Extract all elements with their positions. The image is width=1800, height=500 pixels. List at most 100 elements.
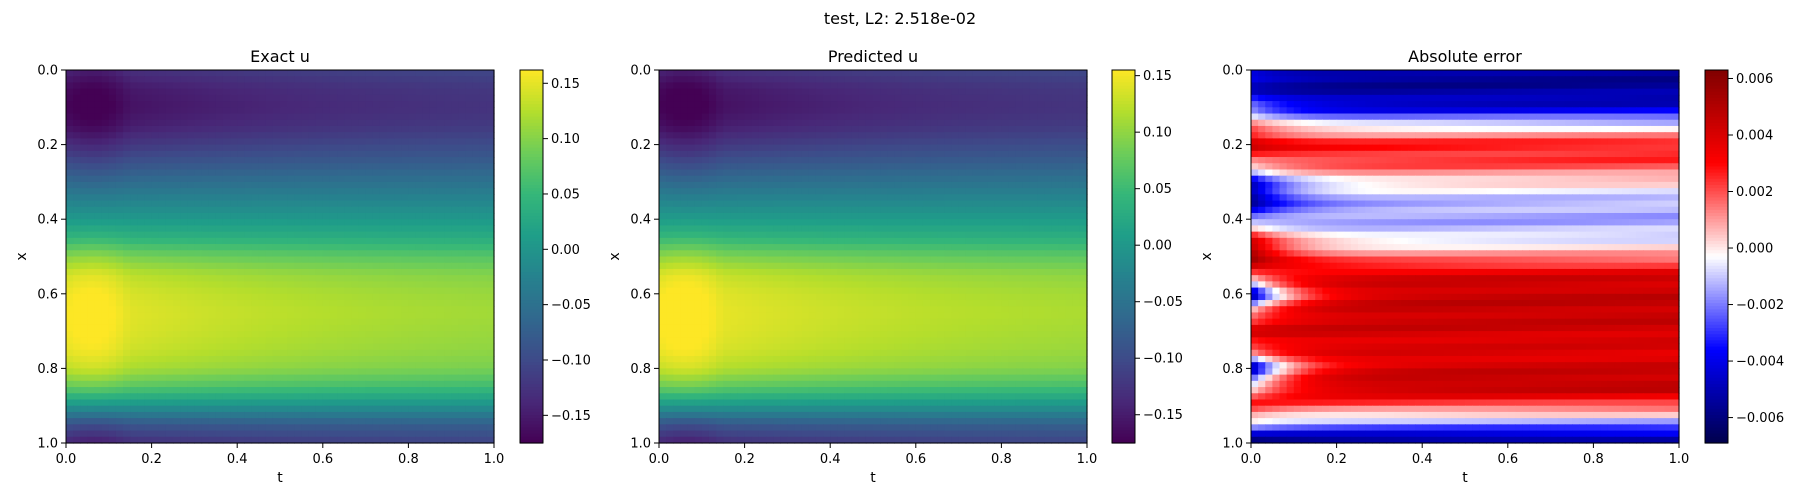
heatmap-cell xyxy=(123,188,131,195)
heatmap-cell xyxy=(379,355,388,363)
heatmap-cell xyxy=(1044,76,1052,84)
heatmap-cell xyxy=(408,175,417,183)
heatmap-cell xyxy=(94,94,103,102)
heatmap-cell xyxy=(137,287,146,295)
heatmap-cell xyxy=(723,119,731,127)
heatmap-cell xyxy=(66,349,74,357)
heatmap-cell xyxy=(751,188,760,195)
heatmap-cells xyxy=(66,70,495,444)
heatmap-cell xyxy=(844,94,853,102)
heatmap-cell xyxy=(944,132,953,139)
heatmap-cell xyxy=(144,244,153,251)
heatmap-cell xyxy=(472,82,481,90)
heatmap-cell xyxy=(165,368,174,376)
heatmap-cell xyxy=(472,237,481,245)
heatmap-cell xyxy=(115,144,124,152)
heatmap-cell xyxy=(215,169,224,177)
heatmap-cell xyxy=(329,181,338,189)
heatmap-cell xyxy=(844,101,853,108)
heatmap-cell xyxy=(137,94,146,102)
heatmap-cell xyxy=(108,157,117,164)
heatmap-cell xyxy=(272,88,281,96)
heatmap-cell xyxy=(315,175,324,183)
heatmap-cell xyxy=(280,82,288,90)
heatmap-cell xyxy=(372,418,381,425)
heatmap-cell xyxy=(294,380,302,388)
heatmap-cell xyxy=(294,418,302,425)
heatmap-cell xyxy=(301,231,310,239)
heatmap-cell xyxy=(372,411,381,419)
heatmap-cell xyxy=(758,175,767,183)
heatmap-cell xyxy=(379,169,388,177)
heatmap-cell xyxy=(230,237,238,245)
heatmap-cell xyxy=(130,175,138,183)
heatmap-cell xyxy=(436,188,445,195)
heatmap-cell xyxy=(694,125,703,133)
heatmap-cell xyxy=(258,138,267,146)
heatmap-cell xyxy=(344,70,352,77)
heatmap-cell xyxy=(915,175,924,183)
heatmap-cell xyxy=(372,300,381,307)
heatmap-cell xyxy=(429,380,438,388)
heatmap-cell xyxy=(222,231,231,239)
heatmap-cell xyxy=(1051,157,1060,164)
heatmap-cell xyxy=(115,163,124,171)
heatmap-cell xyxy=(251,312,260,320)
heatmap-cell xyxy=(815,119,824,127)
heatmap-cell xyxy=(436,70,445,77)
heatmap-cell xyxy=(451,150,459,158)
heatmap-cell xyxy=(144,343,153,351)
heatmap-cell xyxy=(1072,113,1081,121)
heatmap-cell xyxy=(429,206,438,214)
heatmap-cell xyxy=(780,94,788,102)
heatmap-cell xyxy=(351,281,360,289)
heatmap-cell xyxy=(436,150,445,158)
heatmap-cell xyxy=(486,194,495,202)
heatmap-cell xyxy=(837,163,846,171)
heatmap-cell xyxy=(144,200,153,208)
heatmap-cell xyxy=(429,88,438,96)
heatmap-cell xyxy=(694,76,703,84)
heatmap-cell xyxy=(173,88,181,96)
heatmap-cell xyxy=(751,94,760,102)
heatmap-cell xyxy=(429,144,438,152)
heatmap-cell xyxy=(1029,113,1038,121)
heatmap-cell xyxy=(280,200,288,208)
heatmap-cell xyxy=(394,312,402,320)
heatmap-cell xyxy=(372,237,381,245)
heatmap-cell xyxy=(94,194,103,202)
heatmap-cell xyxy=(972,70,981,77)
heatmap-cell xyxy=(194,293,203,301)
heatmap-cell xyxy=(830,194,838,202)
heatmap-cell xyxy=(66,119,74,127)
heatmap-cell xyxy=(215,418,224,425)
heatmap-cell xyxy=(358,318,367,326)
heatmap-cell xyxy=(144,331,153,338)
heatmap-cell xyxy=(429,200,438,208)
heatmap-cell xyxy=(301,219,310,227)
heatmap-cell xyxy=(230,188,238,195)
heatmap-cell xyxy=(87,337,96,345)
heatmap-cell xyxy=(387,268,395,276)
heatmap-cell xyxy=(716,82,724,90)
heatmap-cell xyxy=(237,430,245,438)
heatmap-cell xyxy=(130,281,138,289)
heatmap-cell xyxy=(937,138,945,146)
heatmap-cell xyxy=(144,132,153,139)
heatmap-cell xyxy=(180,399,188,407)
heatmap-cell xyxy=(158,225,167,233)
heatmap-cell xyxy=(337,132,345,139)
heatmap-cell xyxy=(294,125,302,133)
heatmap-cell xyxy=(372,212,381,220)
colorbar-band xyxy=(520,138,543,143)
heatmap-cell xyxy=(401,424,409,432)
colorbar-band xyxy=(520,206,543,211)
heatmap-cell xyxy=(486,101,495,108)
heatmap-cell xyxy=(758,101,767,108)
heatmap-cell xyxy=(744,144,753,152)
heatmap-cell xyxy=(344,275,352,282)
heatmap-cell xyxy=(873,150,881,158)
heatmap-cell xyxy=(272,387,281,394)
heatmap-cell xyxy=(479,262,488,270)
heatmap-cell xyxy=(329,144,338,152)
